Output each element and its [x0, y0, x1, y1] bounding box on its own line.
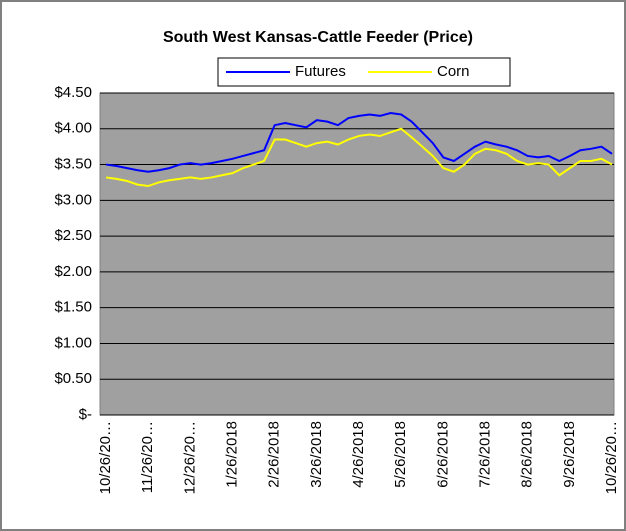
line-series [105, 127, 613, 188]
x-tick-label: 4/26/2018 [350, 421, 367, 488]
y-tick-label: $4.00 [54, 120, 92, 137]
y-tick-label: $4.50 [54, 84, 92, 101]
y-tick-label: $1.50 [54, 299, 92, 316]
x-tick-label: 2/26/2018 [266, 421, 283, 488]
y-tick-label: $3.00 [54, 191, 92, 208]
x-tick-label: 12/26/20… [181, 421, 198, 494]
x-tick-label: 7/26/2018 [476, 421, 493, 488]
x-tick-label: 9/26/2018 [561, 421, 578, 488]
y-tick-label: $1.00 [54, 334, 92, 351]
x-tick-label: 1/26/2018 [223, 421, 240, 488]
x-tick-label: 6/26/2018 [434, 421, 451, 488]
x-tick-label: 10/26/20… [97, 421, 114, 494]
legend-label: Futures [295, 63, 346, 80]
y-tick-label: $2.00 [54, 263, 92, 280]
plot-area [99, 92, 615, 416]
legend-label: Corn [437, 63, 470, 80]
y-tick-label: $- [79, 406, 92, 423]
x-tick-label: 5/26/2018 [392, 421, 409, 488]
x-tick-label: 3/26/2018 [308, 421, 325, 488]
x-tick-label: 8/26/2018 [519, 421, 536, 488]
chart-title: South West Kansas-Cattle Feeder (Price) [163, 29, 473, 46]
y-tick-label: $3.50 [54, 156, 92, 173]
x-tick-label: 11/26/20… [139, 421, 156, 493]
y-tick-label: $2.50 [54, 227, 92, 244]
x-tick-label: 10/26/20… [603, 421, 620, 494]
y-tick-label: $0.50 [54, 370, 92, 387]
line-series [105, 112, 613, 173]
